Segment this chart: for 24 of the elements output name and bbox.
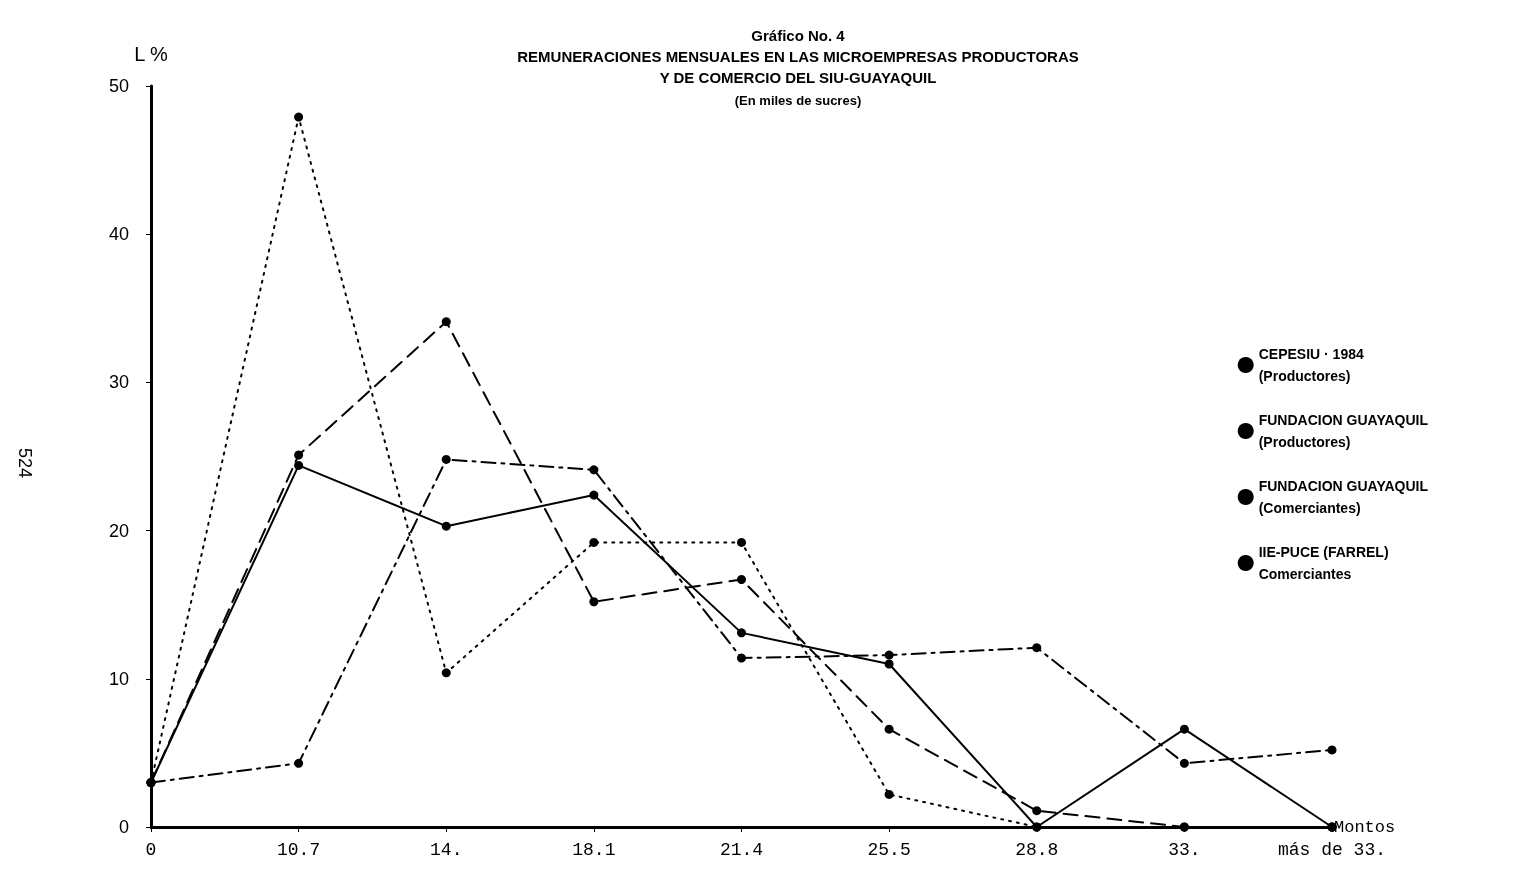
x-tick-label: 0 [145,840,157,860]
x-tick-label: 28.8 [1015,840,1059,860]
y-tick-label: 10 [108,668,129,689]
y-tick-label: 20 [108,520,129,541]
x-axis-title: Montos [1334,817,1396,837]
x-tick-label: 10.7 [277,840,321,860]
text: 524 [15,448,35,479]
y-axis-title: L % [134,43,169,65]
legend-label: FUNDACION GUAYAQUIL (Productores) [1258,412,1429,450]
text: (En miles de sucres) [734,93,862,108]
legend-label: CEPESIU · 1984 (Productores) [1258,346,1364,384]
legend-label: IIE-PUCE (FARREL) Comerciantes [1258,544,1389,582]
y-tick-label: 0 [118,817,129,837]
chart-title: Gráfico No. 4 REMUNERACIONES MENSUALES EN LAS MICROEMPRESAS PRODUCTORAS Y DE COMERCIO DEL SIU-GUAYAQUIL [517,27,1079,86]
legend-label: FUNDACION GUAYAQUIL (Comerciantes) [1258,478,1429,516]
x-tick-label: 18.1 [572,840,616,860]
y-tick-label: 40 [108,224,129,245]
x-tick-label: 33. [1168,840,1201,860]
y-tick-label: 50 [108,76,129,96]
y-tick-label: 30 [108,372,129,393]
x-tick-label: 25.5 [867,840,911,860]
x-tick-label: 14. [430,840,463,860]
x-tick-label: más de 33. [1277,840,1387,860]
x-tick-label: 21.4 [719,840,764,860]
